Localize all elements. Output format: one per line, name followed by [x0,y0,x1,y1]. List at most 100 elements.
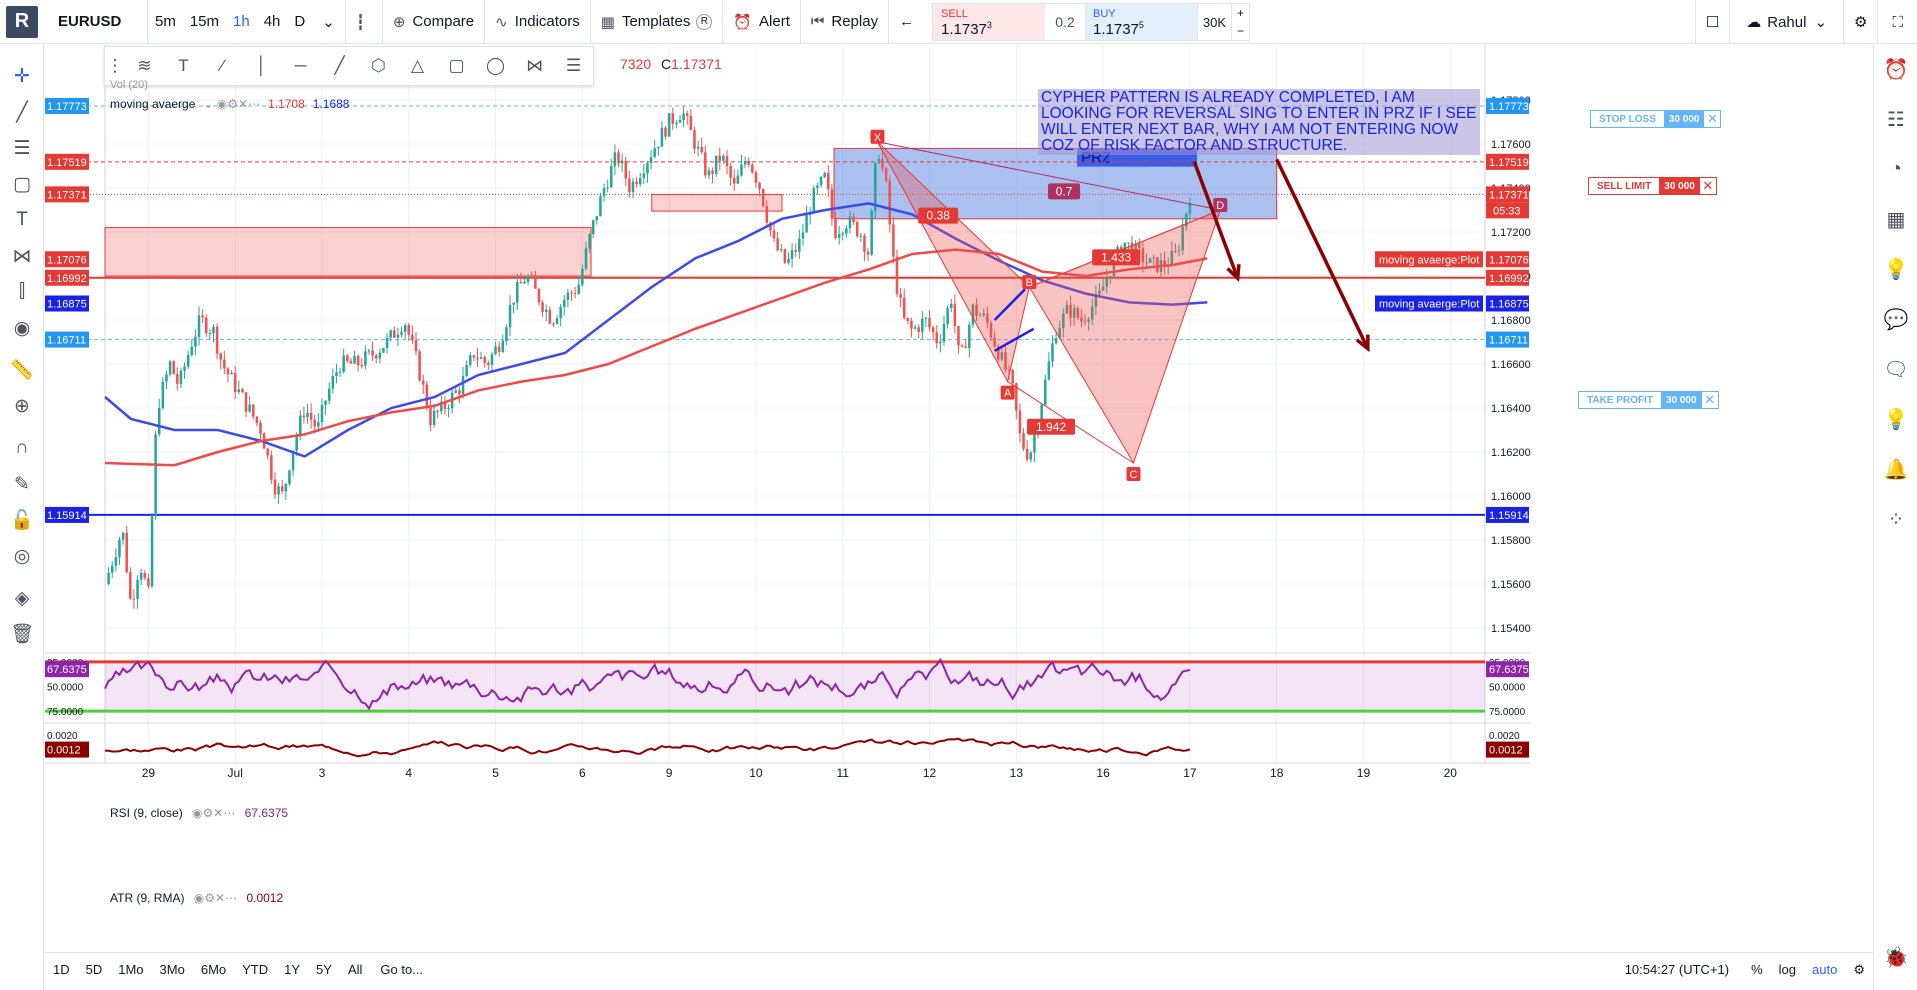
triangle-icon[interactable]: △ [410,56,425,75]
layers-icon[interactable]: ◈ [14,587,30,609]
candle-body [176,374,179,384]
ma-legend-controls[interactable]: ⌄ ◉⚙✕⋯ [203,97,261,111]
crosshair-icon[interactable]: ✛ [14,65,30,87]
trash-icon[interactable]: 🗑 [9,624,35,645]
chart-type-button[interactable]: ┇ [346,0,383,44]
left-price-label-box [45,251,89,268]
minus-icon[interactable]: − [1236,24,1244,38]
range-1Y[interactable]: 1Y [284,962,301,977]
watchlist-icon[interactable]: ☷ [1887,108,1905,131]
interval-1h[interactable]: 1h [233,13,250,30]
text-icon[interactable]: T [16,209,28,230]
candle-body [317,422,320,427]
notifications-icon[interactable]: 🔔 [1883,458,1909,481]
ellipse-icon[interactable]: ◯ [485,56,506,75]
data-window-icon[interactable]: ◔ [1889,157,1903,180]
sell-limit-label: SELL LIMIT [1588,177,1661,195]
analysis-note[interactable]: CYPHER PATTERN IS ALREADY COMPLETED, I A… [1038,89,1480,155]
settings-button[interactable]: ⚙ [1843,0,1877,44]
rectangle-tool-icon[interactable]: ▢ [448,56,465,75]
range-All[interactable]: All [347,962,363,977]
polyline-icon[interactable]: ⬡ [371,56,386,75]
auto-toggle[interactable]: auto [1812,962,1838,977]
messages-icon[interactable]: 🗨 [1883,358,1909,381]
calendar-icon[interactable]: ▦ [1886,208,1906,231]
trend-line-icon[interactable]: ╱ [16,101,28,123]
range-1Mo[interactable]: 1Mo [118,962,144,977]
interval-D[interactable]: D [294,13,306,30]
alert-button[interactable]: ⏰ Alert [723,0,801,44]
close-icon[interactable]: ✕ [1700,391,1719,409]
ma-legend[interactable]: moving avaerge ⌄ ◉⚙✕⋯ 1.1708 1.1688 [110,97,349,111]
candle-body [704,152,707,176]
goto-button[interactable]: Go to... [380,962,424,977]
plus-icon[interactable]: + [1236,6,1244,20]
interval-5m[interactable]: 5m [155,13,176,30]
compare-button[interactable]: ⊕ Compare [383,0,486,44]
indicators-button[interactable]: ∿ Indicators [485,0,591,44]
range-5Y[interactable]: 5Y [316,962,332,977]
candle-body [1188,203,1192,214]
candle-body [183,366,186,371]
undo-button[interactable]: ← [889,0,924,44]
price-chart[interactable]: 1.15400 1.15600 1.15800 1.16000 1.16200 1.164… [45,45,1873,951]
magnet-icon[interactable]: ∩ [15,437,29,458]
interval-dropdown[interactable]: ⌄ [312,0,346,44]
bug-icon[interactable]: 🐞 [1883,946,1909,969]
quantity-stepper[interactable]: + − [1231,4,1249,40]
stop-loss-order[interactable]: STOP LOSS 30 000 ✕ [1590,110,1722,128]
sell-limit-order[interactable]: SELL LIMIT 30 000 ✕ [1588,177,1717,195]
vertical-line-icon[interactable]: │ [256,56,267,75]
layout-button[interactable]: ☐ [1694,0,1729,44]
app-logo[interactable]: R [6,5,38,38]
fullscreen-button[interactable]: ⛶ [1877,0,1917,44]
symbol-search[interactable]: EURUSD [48,0,148,44]
buy-button[interactable]: BUY 1.17375 [1085,4,1197,40]
brush-tool-icon[interactable]: ⁄ [221,56,224,75]
close-icon[interactable]: ✕ [1698,177,1717,195]
horizontal-ray-icon[interactable]: ─ [294,56,307,75]
zoom-icon[interactable]: ⊕ [14,395,30,417]
interval-4h[interactable]: 4h [263,13,281,30]
menu-icon[interactable]: ☰ [565,56,582,75]
fib-tool-icon[interactable]: ≋ [137,56,152,75]
text-tool-icon[interactable]: T [178,56,189,75]
xabcd-pattern-icon[interactable]: ⋈ [526,56,543,75]
atr-legend-controls[interactable]: ◉⚙✕⋯ [193,891,238,905]
take-profit-order[interactable]: TAKE PROFIT 30 000 ✕ [1578,391,1719,409]
quantity-field[interactable]: 30K [1197,4,1231,40]
eye-icon[interactable]: ◉ [13,317,31,339]
projection-arrow [1192,160,1240,279]
clock[interactable]: 10:54:27 (UTC+1) [1624,962,1730,977]
sell-button[interactable]: SELL 1.17373 [933,4,1045,40]
fib-icon[interactable]: ☰ [13,137,31,159]
range-3Mo[interactable]: 3Mo [159,962,185,977]
stay-drawing-icon[interactable]: ✎ [14,473,30,495]
chart-settings-button[interactable]: ⚙ [1845,962,1873,978]
prediction-icon[interactable]: ⫿ [18,281,26,302]
interval-15m[interactable]: 15m [189,13,220,30]
user-menu[interactable]: ☁ Rahul ⌄ [1729,0,1843,44]
log-toggle[interactable]: log [1778,962,1797,977]
alarm-icon[interactable]: ⏰ [1883,58,1909,81]
lock-icon[interactable]: 🔓 [10,510,34,531]
range-1D[interactable]: 1D [53,962,70,977]
ideas-icon[interactable]: 💡 [1883,258,1909,281]
dom-icon[interactable]: ⁘ [1887,508,1905,531]
templates-button[interactable]: ▦ Templates R [591,0,724,44]
rsi-legend-controls[interactable]: ◉⚙✕⋯ [192,806,236,820]
range-5D[interactable]: 5D [85,962,103,977]
hint-icon[interactable]: 💡 [1883,408,1909,431]
percent-toggle[interactable]: % [1751,962,1763,977]
drag-handle-icon[interactable]: ⋮ [106,56,124,75]
replay-button[interactable]: ⏮ Replay [801,0,890,44]
range-YTD[interactable]: YTD [242,962,269,977]
range-6Mo[interactable]: 6Mo [200,962,227,977]
trend-line-icon[interactable]: ╱ [334,56,345,75]
chat-icon[interactable]: 💬 [1883,308,1909,331]
pattern-icon[interactable]: ⋈ [12,245,32,267]
hide-icon[interactable]: ◎ [13,545,31,567]
rectangle-icon[interactable]: ▢ [13,173,31,195]
ruler-icon[interactable]: 📏 [10,360,34,381]
close-icon[interactable]: ✕ [1703,110,1722,128]
